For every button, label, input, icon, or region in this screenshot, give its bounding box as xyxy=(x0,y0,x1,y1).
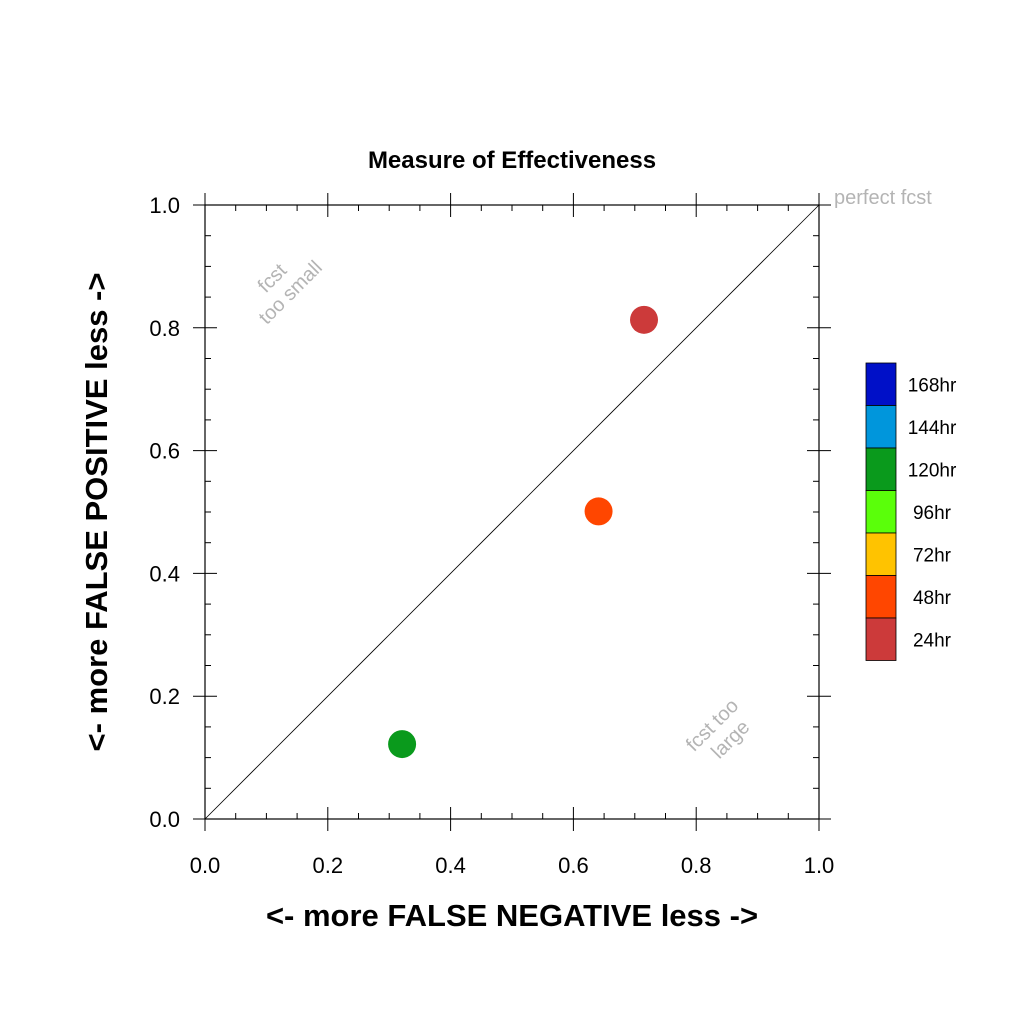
annotation-fcst-too-large: fcst too large xyxy=(682,691,763,772)
data-points xyxy=(388,305,659,759)
legend-swatch-120hr xyxy=(865,447,897,491)
y-axis-label: <- more FALSE POSITIVE less -> xyxy=(79,273,114,752)
x-tick-label: 0.4 xyxy=(435,853,466,878)
legend-swatch-144hr xyxy=(865,405,897,449)
x-tick-label: 0.2 xyxy=(313,853,344,878)
y-tick-label: 0.0 xyxy=(149,807,180,832)
legend-label-168hr: 168hr xyxy=(908,375,957,396)
legend-swatch-48hr xyxy=(865,575,897,619)
legend-label-96hr: 96hr xyxy=(913,503,952,524)
chart-title: Measure of Effectiveness xyxy=(368,147,656,174)
y-tick-label: 0.6 xyxy=(149,439,180,464)
legend-label-24hr: 24hr xyxy=(913,630,952,651)
legend-swatch-72hr xyxy=(865,532,897,576)
legend-label-120hr: 120hr xyxy=(908,460,957,481)
annotation-fcst-too-small: fcst too small xyxy=(238,240,326,328)
perfect-forecast-line xyxy=(204,204,820,820)
legend-swatch-168hr xyxy=(865,362,897,406)
legend-label-72hr: 72hr xyxy=(913,545,952,566)
major-ticks xyxy=(193,193,831,831)
data-point-120hr xyxy=(388,730,417,759)
legend-swatch-96hr xyxy=(865,490,897,534)
x-tick-label: 0.6 xyxy=(558,853,589,878)
y-tick-label: 0.4 xyxy=(149,561,180,586)
annotation-perfect-fcst: perfect fcst xyxy=(834,187,932,209)
data-point-24hr xyxy=(630,305,659,334)
annotation-line: perfect fcst xyxy=(834,187,932,209)
legend-swatch-24hr xyxy=(865,617,897,661)
x-axis-label: <- more FALSE NEGATIVE less -> xyxy=(266,898,758,933)
y-tick-label: 1.0 xyxy=(149,193,180,218)
minor-ticks xyxy=(205,205,819,819)
legend: 168hr 144hr 120hr 96hr 72hr 48hr 24hr xyxy=(865,362,957,661)
data-point-48hr xyxy=(584,497,613,526)
y-tick-label: 0.2 xyxy=(149,684,180,709)
x-tick-label: 0.8 xyxy=(681,853,712,878)
x-tick-label: 1.0 xyxy=(804,853,835,878)
x-tick-label: 0.0 xyxy=(190,853,221,878)
plot-area xyxy=(193,193,831,831)
legend-label-48hr: 48hr xyxy=(913,588,952,609)
legend-label-144hr: 144hr xyxy=(908,418,957,439)
x-tick-labels: 0.0 0.2 0.4 0.6 0.8 1.0 xyxy=(190,853,835,878)
y-tick-labels: 0.0 0.2 0.4 0.6 0.8 1.0 xyxy=(149,193,180,832)
y-tick-label: 0.8 xyxy=(149,316,180,341)
